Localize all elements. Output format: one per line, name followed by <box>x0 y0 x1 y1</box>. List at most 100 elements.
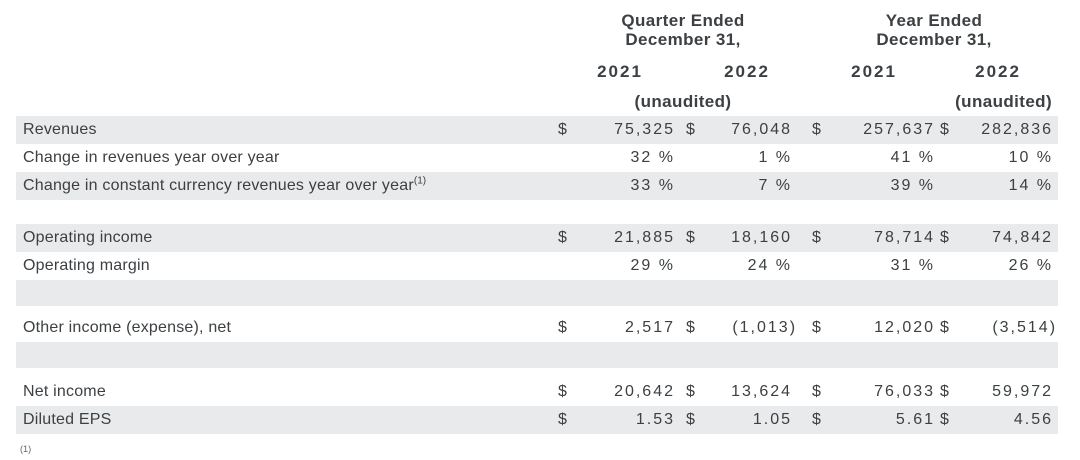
financial-summary-table: Quarter Ended December 31, Year Ended De… <box>16 0 1059 434</box>
operating-income-q4-2022: 18,160 <box>706 224 811 252</box>
empty-cell <box>556 172 578 200</box>
header-spacer-cell <box>16 56 556 88</box>
year-ended-line1: Year Ended <box>885 11 983 30</box>
revenues-fy-2022: 282,836 <box>960 116 1059 144</box>
other-income-fy-2021: 12,020 <box>874 319 936 336</box>
revenues-fy-2021: 257,637 <box>832 116 939 144</box>
row-other-income-label: Other income (expense), net <box>23 319 232 336</box>
empty-cell <box>556 252 578 280</box>
row-change-in-revenues-label: Change in revenues year over year <box>23 149 280 166</box>
dollar-sign: $ <box>684 116 706 144</box>
unaudited-label-quarter: (unaudited) <box>634 92 732 111</box>
operating-margin-fy-2022: 26 % <box>1008 257 1054 274</box>
cc-change-q4-2021: 33 % <box>578 172 684 200</box>
other-income-q4-2021: 2,517 <box>624 319 675 336</box>
row-revenues-label: Revenues <box>16 116 556 144</box>
change-revenues-q4-2021: 32 % <box>630 149 675 166</box>
unaudited-label-year: (unaudited) <box>955 92 1053 111</box>
row-change-constant-currency: Change in constant currency revenues yea… <box>16 172 1059 200</box>
empty-cell <box>556 144 578 172</box>
row-operating-margin: Operating margin 29 % 24 % 31 % 26 % <box>16 252 1058 280</box>
dollar-sign: $ <box>812 383 821 400</box>
header-years-row: 2021 2022 2021 2022 <box>16 56 1058 88</box>
empty-cell <box>938 252 960 280</box>
dollar-sign: $ <box>556 224 578 252</box>
row-diluted-eps: Diluted EPS $ 1.53 $ 1.05 $ 5.61 $ 4.56 <box>16 406 1059 434</box>
year-annual-2022: 2022 <box>975 62 1021 81</box>
diluted-eps-q4-2021: 1.53 <box>578 406 684 434</box>
diluted-eps-fy-2021: 5.61 <box>832 406 939 434</box>
quarter-ended-line2: December 31, <box>625 30 741 49</box>
row-operating-margin-label: Operating margin <box>23 257 150 274</box>
net-income-fy-2021: 76,033 <box>874 383 936 400</box>
cc-change-fy-2022: 14 % <box>960 172 1059 200</box>
footnote-marker: (1) <box>20 444 31 460</box>
shaded-spacer-row <box>16 280 1059 306</box>
header-spacer-cell <box>16 88 556 116</box>
dollar-sign: $ <box>812 319 821 336</box>
quarter-ended-line1: Quarter Ended <box>621 11 745 30</box>
operating-income-fy-2021: 78,714 <box>832 224 939 252</box>
dollar-sign: $ <box>940 383 949 400</box>
shaded-spacer-row <box>16 342 1059 368</box>
dollar-sign: $ <box>686 319 695 336</box>
row-operating-income: Operating income $ 21,885 $ 18,160 $ 78,… <box>16 224 1059 252</box>
spacer-cell <box>16 200 1058 224</box>
operating-margin-q4-2022: 24 % <box>747 257 793 274</box>
empty-cell <box>684 144 706 172</box>
dollar-sign: $ <box>684 224 706 252</box>
dollar-sign: $ <box>556 406 578 434</box>
operating-income-fy-2022: 74,842 <box>960 224 1059 252</box>
spacer-row <box>16 200 1058 224</box>
row-diluted-eps-label: Diluted EPS <box>16 406 556 434</box>
dollar-sign: $ <box>940 319 949 336</box>
constant-currency-label-text: Change in constant currency revenues yea… <box>23 177 414 194</box>
cc-change-q4-2022: 7 % <box>706 172 811 200</box>
change-revenues-q4-2022: 1 % <box>758 149 793 166</box>
year-annual-2021: 2021 <box>851 62 897 81</box>
spacer-row <box>16 306 1058 314</box>
row-change-in-revenues: Change in revenues year over year 32 % 1… <box>16 144 1058 172</box>
diluted-eps-q4-2022: 1.05 <box>706 406 811 434</box>
row-revenues: Revenues $ 75,325 $ 76,048 $ 257,637 $ 2… <box>16 116 1059 144</box>
row-operating-income-label: Operating income <box>16 224 556 252</box>
spacer-cell <box>16 342 1059 368</box>
row-other-income: Other income (expense), net $ 2,517 $ (1… <box>16 314 1058 342</box>
dollar-sign: $ <box>558 383 567 400</box>
net-income-fy-2022: 59,972 <box>992 383 1054 400</box>
revenues-q4-2022: 76,048 <box>706 116 811 144</box>
empty-cell <box>684 252 706 280</box>
empty-cell <box>684 172 706 200</box>
change-revenues-fy-2021: 41 % <box>890 149 936 166</box>
cc-change-fy-2021: 39 % <box>832 172 939 200</box>
dollar-sign: $ <box>810 406 833 434</box>
header-unaudited-row: (unaudited) (unaudited) <box>16 88 1058 116</box>
quarter-ended-header: Quarter Ended December 31, <box>556 0 810 56</box>
year-quarter-2021: 2021 <box>597 62 643 81</box>
dollar-sign: $ <box>684 406 706 434</box>
empty-cell <box>810 172 833 200</box>
footnote-ref-1: (1) <box>413 175 427 187</box>
operating-income-q4-2021: 21,885 <box>578 224 684 252</box>
dollar-sign: $ <box>686 383 695 400</box>
change-revenues-fy-2022: 10 % <box>1008 149 1054 166</box>
row-net-income: Net income $ 20,642 $ 13,624 $ 76,033 $ … <box>16 378 1058 406</box>
header-group-titles-row: Quarter Ended December 31, Year Ended De… <box>16 0 1058 56</box>
year-ended-line2: December 31, <box>876 30 992 49</box>
dollar-sign: $ <box>938 406 961 434</box>
dollar-sign: $ <box>938 116 961 144</box>
net-income-q4-2021: 20,642 <box>614 383 675 400</box>
other-income-q4-2022: (1,013) <box>732 319 798 336</box>
operating-margin-q4-2021: 29 % <box>630 257 675 274</box>
revenues-q4-2021: 75,325 <box>578 116 684 144</box>
spacer-cell <box>16 306 1058 314</box>
year-quarter-2022: 2022 <box>724 62 770 81</box>
operating-margin-fy-2021: 31 % <box>890 257 936 274</box>
dollar-sign: $ <box>810 116 833 144</box>
dollar-sign: $ <box>938 224 961 252</box>
spacer-cell <box>16 368 1058 378</box>
year-ended-header: Year Ended December 31, <box>810 0 1058 56</box>
diluted-eps-fy-2022: 4.56 <box>960 406 1059 434</box>
empty-cell <box>938 172 961 200</box>
other-income-fy-2022: (3,514) <box>992 319 1058 336</box>
